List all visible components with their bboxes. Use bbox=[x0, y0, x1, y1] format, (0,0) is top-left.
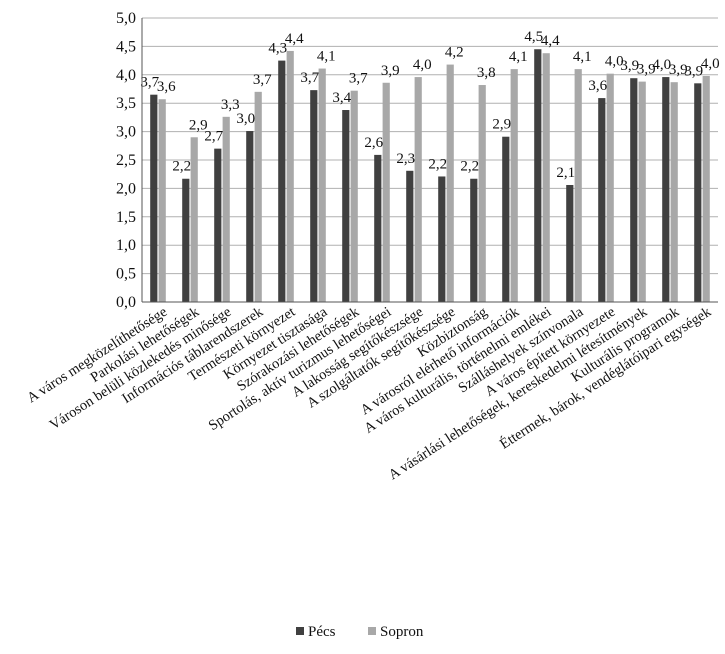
data-label: 2,9 bbox=[492, 117, 511, 133]
bars bbox=[150, 49, 710, 303]
y-tick-label: 4,0 bbox=[116, 67, 136, 84]
bar-pecs bbox=[342, 110, 350, 303]
y-tick-label: 1,5 bbox=[116, 209, 136, 226]
data-label: 2,1 bbox=[556, 165, 575, 181]
y-tick-label: 4,5 bbox=[116, 38, 136, 55]
bar-pecs bbox=[662, 77, 670, 303]
axes bbox=[141, 18, 718, 303]
bar-pecs bbox=[438, 176, 446, 302]
data-label: 4,3 bbox=[268, 41, 287, 57]
data-label: 3,9 bbox=[669, 62, 688, 78]
y-tick-label: 2,0 bbox=[116, 180, 136, 197]
bar-pecs bbox=[406, 170, 414, 302]
legend-label-pecs: Pécs bbox=[308, 624, 336, 640]
data-label: 3,7 bbox=[349, 71, 368, 87]
bar-sopron bbox=[286, 50, 294, 302]
data-label: 3,7 bbox=[140, 75, 159, 91]
data-label: 2,3 bbox=[396, 151, 415, 167]
bar-sopron bbox=[414, 77, 422, 303]
data-label: 4,1 bbox=[317, 49, 336, 65]
data-label: 2,7 bbox=[204, 129, 223, 145]
bar-pecs bbox=[214, 148, 222, 302]
bar-sopron bbox=[222, 116, 230, 302]
legend: Pécs Sopron bbox=[296, 624, 424, 640]
y-tick-label: 3,5 bbox=[116, 95, 136, 112]
y-axis-tick-labels: 0,0 0,5 1,0 1,5 2,0 2,5 3,0 3,5 4,0 4,5 5,0 bbox=[116, 10, 136, 311]
data-labels: 3,7 2,2 2,7 3,0 4,3 3,7 3,4 2,6 2,3 2,2 2,2 2,9 4,5 2… bbox=[140, 29, 719, 181]
data-label: 3,6 bbox=[588, 78, 607, 94]
bar-pecs bbox=[310, 90, 318, 302]
bar-sopron bbox=[254, 91, 262, 302]
bar-pecs bbox=[278, 60, 286, 302]
grid-lines bbox=[142, 17, 718, 275]
bar-pecs bbox=[598, 98, 606, 302]
data-label: 2,6 bbox=[364, 135, 383, 151]
bar-sopron bbox=[702, 75, 710, 302]
bar-sopron bbox=[478, 85, 486, 302]
legend-label-sopron: Sopron bbox=[380, 624, 424, 640]
data-label: 4,2 bbox=[445, 45, 464, 61]
bar-sopron bbox=[158, 99, 166, 302]
y-tick-label: 3,0 bbox=[116, 124, 136, 141]
bar-sopron bbox=[606, 73, 614, 302]
bar-pecs bbox=[470, 178, 478, 302]
bar-pecs bbox=[150, 94, 158, 303]
bar-sopron bbox=[318, 68, 326, 302]
y-tick-label: 0,5 bbox=[116, 266, 136, 283]
bar-sopron bbox=[350, 90, 358, 302]
bar-pecs bbox=[566, 184, 574, 302]
data-label: 3,7 bbox=[253, 72, 272, 88]
data-label: 3,8 bbox=[477, 65, 496, 81]
bar-sopron bbox=[382, 82, 390, 302]
data-label: 2,2 bbox=[172, 159, 191, 175]
data-label: 4,0 bbox=[652, 57, 671, 73]
data-label: 4,0 bbox=[413, 57, 432, 73]
bar-pecs bbox=[374, 154, 382, 302]
bar-pecs bbox=[502, 136, 510, 302]
bar-sopron bbox=[510, 69, 518, 303]
data-label: 3,9 bbox=[684, 63, 703, 79]
data-label: 4,1 bbox=[509, 49, 528, 65]
data-label: 3,9 bbox=[637, 62, 656, 78]
data-label: 2,9 bbox=[189, 117, 208, 133]
data-label: 3,4 bbox=[332, 90, 351, 106]
data-label: 3,9 bbox=[620, 58, 639, 74]
bar-sopron bbox=[542, 53, 550, 302]
data-label: 2,2 bbox=[460, 159, 479, 175]
data-label: 4,4 bbox=[285, 31, 304, 47]
bar-pecs bbox=[246, 131, 254, 302]
data-label: 4,0 bbox=[605, 54, 624, 70]
y-tick-label: 5,0 bbox=[116, 10, 136, 27]
bar-pecs bbox=[182, 178, 190, 302]
data-label: 3,6 bbox=[157, 79, 176, 95]
bar-pecs bbox=[694, 83, 702, 302]
bar-pecs bbox=[630, 78, 638, 302]
bar-sopron bbox=[190, 137, 198, 302]
data-label: 4,5 bbox=[524, 29, 543, 45]
data-label: 4,1 bbox=[573, 49, 592, 65]
data-label: 3,0 bbox=[236, 111, 255, 127]
y-tick-label: 0,0 bbox=[116, 294, 136, 311]
bar-pecs bbox=[534, 49, 542, 302]
bar-sopron bbox=[446, 64, 454, 303]
data-label: 3,9 bbox=[381, 63, 400, 79]
data-label: 4,4 bbox=[541, 33, 560, 49]
bar-sopron bbox=[638, 81, 646, 302]
data-label: 3,3 bbox=[221, 97, 240, 113]
data-label: 4,0 bbox=[701, 56, 720, 72]
y-tick-label: 1,0 bbox=[116, 237, 136, 254]
bar-sopron bbox=[574, 69, 582, 303]
data-label: 3,7 bbox=[300, 70, 319, 86]
y-tick-label: 2,5 bbox=[116, 152, 136, 169]
data-label: 2,2 bbox=[428, 156, 447, 172]
legend-swatch-pecs bbox=[296, 627, 304, 635]
legend-swatch-sopron bbox=[368, 627, 376, 635]
bar-sopron bbox=[670, 82, 678, 303]
